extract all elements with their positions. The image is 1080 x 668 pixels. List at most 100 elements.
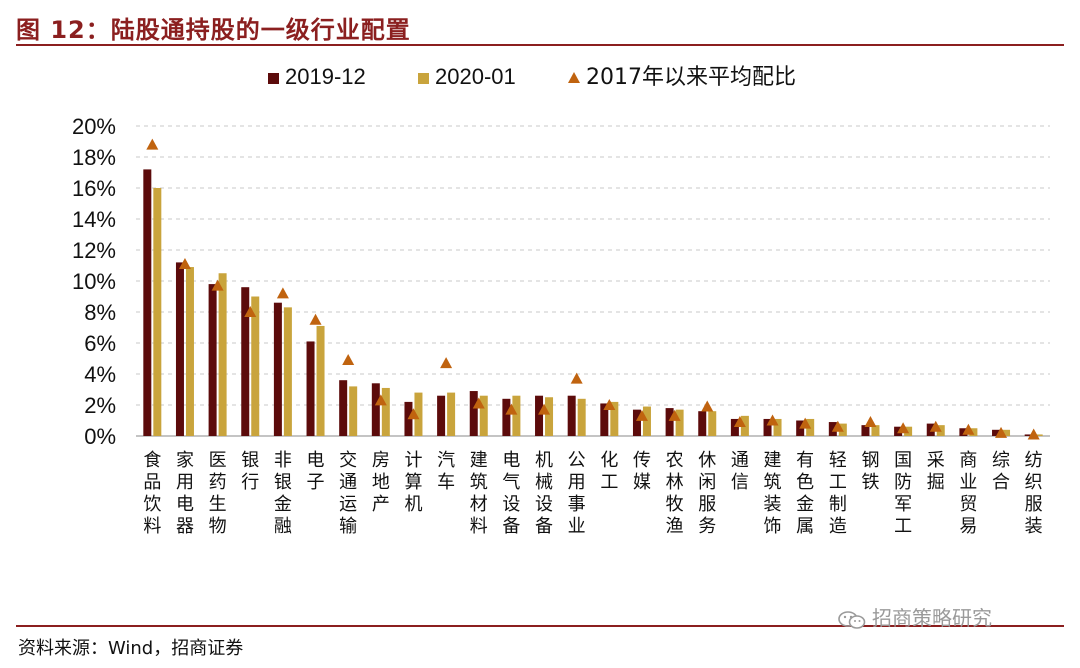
avg-triangle-marker bbox=[146, 138, 159, 150]
bar-2020-01 bbox=[381, 387, 390, 436]
source-note: 资料来源：Wind，招商证券 bbox=[18, 638, 244, 659]
x-category-label: 化工 bbox=[600, 450, 618, 493]
avg-triangle-marker bbox=[1027, 428, 1040, 440]
bar-2019-12 bbox=[306, 341, 315, 436]
bar-2019-12 bbox=[992, 429, 1001, 436]
bar-2019-12 bbox=[1024, 434, 1033, 436]
avg-triangle-marker bbox=[570, 372, 583, 384]
avg-triangle-marker bbox=[211, 279, 224, 291]
bar-2020-01 bbox=[349, 386, 358, 436]
avg-triangle-marker bbox=[668, 409, 681, 421]
x-category-label: 农林牧渔 bbox=[666, 450, 684, 537]
bottom-rule bbox=[16, 625, 1064, 627]
avg-triangle-marker bbox=[276, 287, 289, 299]
bar-2019-12 bbox=[208, 284, 217, 436]
bar-2020-01 bbox=[545, 397, 554, 436]
y-tick-label: 12% bbox=[72, 238, 116, 263]
avg-triangle-marker bbox=[472, 397, 485, 409]
avg-triangle-marker bbox=[309, 313, 322, 325]
legend-triangle-marker bbox=[568, 72, 580, 83]
y-tick-label: 18% bbox=[72, 145, 116, 170]
avg-triangle-marker bbox=[342, 354, 355, 366]
x-category-label: 休闲服务 bbox=[698, 450, 716, 537]
bar-2020-01 bbox=[838, 423, 847, 436]
bar-2020-01 bbox=[904, 426, 913, 436]
bar-2019-12 bbox=[339, 380, 348, 436]
figure-header: 图 12：陆股通持股的一级行业配置 bbox=[16, 10, 411, 44]
bar-2019-12 bbox=[632, 409, 641, 436]
bar-2019-12 bbox=[469, 391, 478, 436]
avg-triangle-marker bbox=[897, 422, 910, 434]
bar-2020-01 bbox=[512, 395, 521, 436]
y-tick-label: 0% bbox=[84, 424, 116, 449]
avg-triangle-marker bbox=[962, 423, 975, 435]
bar-2020-01 bbox=[185, 267, 194, 436]
bar-2019-12 bbox=[763, 418, 772, 436]
avg-triangle-marker bbox=[733, 416, 746, 428]
bar-2020-01 bbox=[577, 398, 586, 436]
bar-2020-01 bbox=[283, 307, 292, 436]
avg-triangle-marker bbox=[178, 257, 191, 269]
x-category-label: 家用电器 bbox=[176, 450, 194, 537]
x-category-label: 计算机 bbox=[404, 450, 422, 515]
x-category-label: 建筑装饰 bbox=[764, 450, 782, 537]
legend-swatch-2020-01 bbox=[418, 73, 429, 84]
bar-2020-01 bbox=[1034, 434, 1043, 436]
legend-swatch-2019-12 bbox=[268, 73, 279, 84]
y-tick-label: 14% bbox=[72, 207, 116, 232]
bar-2019-12 bbox=[502, 398, 511, 436]
avg-triangle-marker bbox=[864, 416, 877, 428]
wechat-icon bbox=[838, 610, 866, 629]
x-category-label: 通信 bbox=[731, 450, 749, 493]
bar-2019-12 bbox=[371, 383, 380, 436]
bar-chart: 0% 2% 4% 6% 8% 10% 12% 14% 16% 18% 20% 食品饮料家用电器医药生物… bbox=[72, 64, 1050, 537]
bar-2019-12 bbox=[273, 302, 282, 436]
bar-2019-12 bbox=[959, 428, 968, 436]
bar-2019-12 bbox=[241, 287, 250, 436]
avg-triangle-marker bbox=[244, 306, 257, 317]
bar-2020-01 bbox=[251, 296, 260, 436]
bar-2019-12 bbox=[665, 408, 674, 436]
avg-triangle-marker bbox=[929, 420, 942, 432]
x-category-label: 建筑材料 bbox=[470, 450, 488, 537]
legend-label-2019-12: 2019-12 bbox=[285, 64, 366, 89]
avg-triangle-marker bbox=[766, 414, 779, 426]
x-category-label: 电子 bbox=[307, 450, 325, 493]
bar-2019-12 bbox=[600, 403, 609, 436]
y-tick-label: 2% bbox=[84, 393, 116, 418]
avg-triangle-marker bbox=[635, 409, 648, 421]
y-tick-label: 10% bbox=[72, 269, 116, 294]
x-category-label: 钢铁 bbox=[861, 450, 879, 493]
bar-2020-01 bbox=[642, 406, 651, 436]
avg-triangle-marker bbox=[505, 403, 518, 415]
bar-2020-01 bbox=[675, 409, 684, 436]
x-category-label: 食品饮料 bbox=[143, 450, 161, 537]
bar-2020-01 bbox=[610, 401, 619, 436]
bar-2020-01 bbox=[447, 392, 456, 436]
avg-triangle-marker bbox=[603, 399, 616, 410]
bar-2019-12 bbox=[861, 425, 870, 436]
x-category-label: 轻工制造 bbox=[829, 450, 847, 537]
bar-2019-12 bbox=[828, 422, 837, 436]
bar-2020-01 bbox=[414, 392, 423, 436]
x-category-label: 非银金融 bbox=[274, 450, 292, 537]
y-tick-label: 4% bbox=[84, 362, 116, 387]
bar-2020-01 bbox=[871, 425, 880, 436]
bar-2019-12 bbox=[175, 262, 184, 436]
bar-2020-01 bbox=[316, 325, 325, 436]
bar-2019-12 bbox=[730, 418, 739, 436]
y-tick-label: 20% bbox=[72, 114, 116, 139]
top-rule bbox=[16, 44, 1064, 46]
legend-label-avg: 2017年以来平均配比 bbox=[586, 65, 796, 90]
x-category-label: 传媒 bbox=[633, 450, 651, 493]
bar-2020-01 bbox=[1002, 429, 1011, 436]
bar-2019-12 bbox=[535, 395, 544, 436]
watermark-text: 招商策略研究 bbox=[872, 606, 992, 630]
avg-triangle-marker bbox=[407, 408, 420, 420]
x-category-label: 公用事业 bbox=[568, 450, 586, 537]
figure-title: 图 12：陆股通持股的一级行业配置 bbox=[16, 16, 411, 44]
legend-label-2020-01: 2020-01 bbox=[435, 64, 516, 89]
avg-triangle-marker bbox=[799, 417, 812, 429]
x-category-label: 交通运输 bbox=[339, 450, 357, 537]
bar-2020-01 bbox=[153, 188, 162, 436]
